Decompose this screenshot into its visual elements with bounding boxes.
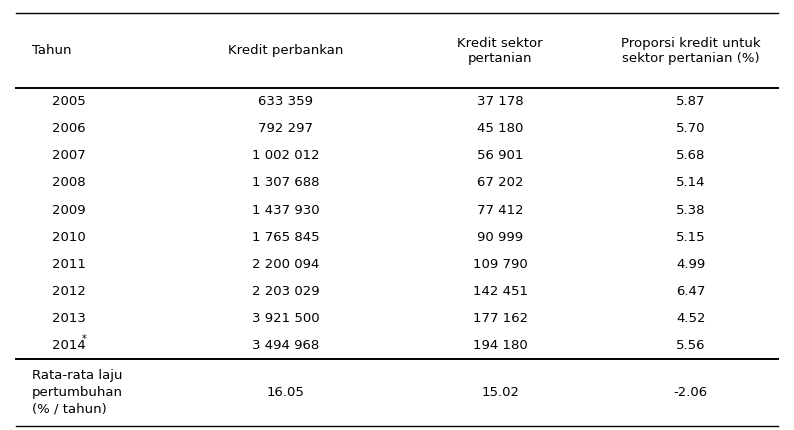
Text: 3 494 968: 3 494 968: [252, 339, 319, 352]
Text: 5.15: 5.15: [676, 230, 706, 244]
Text: Rata-rata laju
pertumbuhan
(% / tahun): Rata-rata laju pertumbuhan (% / tahun): [32, 369, 123, 415]
Text: *: *: [82, 334, 87, 344]
Text: 1 002 012: 1 002 012: [252, 149, 320, 163]
Text: 2014: 2014: [52, 339, 86, 352]
Text: 45 180: 45 180: [477, 122, 523, 135]
Text: Kredit perbankan: Kredit perbankan: [228, 44, 344, 57]
Text: Proporsi kredit untuk
sektor pertanian (%): Proporsi kredit untuk sektor pertanian (…: [621, 37, 761, 64]
Text: 2 203 029: 2 203 029: [252, 285, 320, 298]
Text: 56 901: 56 901: [477, 149, 523, 163]
Text: 5.68: 5.68: [676, 149, 705, 163]
Text: 6.47: 6.47: [676, 285, 705, 298]
Text: 5.56: 5.56: [676, 339, 706, 352]
Text: 77 412: 77 412: [477, 203, 523, 217]
Text: 90 999: 90 999: [477, 230, 523, 244]
Text: 4.99: 4.99: [676, 258, 705, 271]
Text: 15.02: 15.02: [481, 386, 519, 399]
Text: 2008: 2008: [52, 176, 85, 190]
Text: -2.06: -2.06: [674, 386, 707, 399]
Text: 1 437 930: 1 437 930: [252, 203, 320, 217]
Text: 5.70: 5.70: [676, 122, 706, 135]
Text: 142 451: 142 451: [472, 285, 528, 298]
Text: 5.14: 5.14: [676, 176, 706, 190]
Text: 2013: 2013: [52, 312, 86, 325]
Text: Kredit sektor
pertanian: Kredit sektor pertanian: [457, 37, 543, 64]
Text: 5.38: 5.38: [676, 203, 706, 217]
Text: 109 790: 109 790: [473, 258, 527, 271]
Text: 633 359: 633 359: [258, 95, 314, 108]
Text: 2 200 094: 2 200 094: [252, 258, 319, 271]
Text: 2011: 2011: [52, 258, 86, 271]
Text: Tahun: Tahun: [32, 44, 71, 57]
Text: 1 307 688: 1 307 688: [252, 176, 320, 190]
Text: 4.52: 4.52: [676, 312, 706, 325]
Text: 3 921 500: 3 921 500: [252, 312, 320, 325]
Text: 2006: 2006: [52, 122, 85, 135]
Text: 2005: 2005: [52, 95, 86, 108]
Text: 5.87: 5.87: [676, 95, 706, 108]
Text: 2010: 2010: [52, 230, 86, 244]
Text: 1 765 845: 1 765 845: [252, 230, 320, 244]
Text: 177 162: 177 162: [472, 312, 528, 325]
Text: 2007: 2007: [52, 149, 86, 163]
Text: 2012: 2012: [52, 285, 86, 298]
Text: 16.05: 16.05: [267, 386, 305, 399]
Text: 67 202: 67 202: [477, 176, 523, 190]
Text: 194 180: 194 180: [473, 339, 527, 352]
Text: 792 297: 792 297: [258, 122, 314, 135]
Text: 2009: 2009: [52, 203, 85, 217]
Text: 37 178: 37 178: [477, 95, 523, 108]
